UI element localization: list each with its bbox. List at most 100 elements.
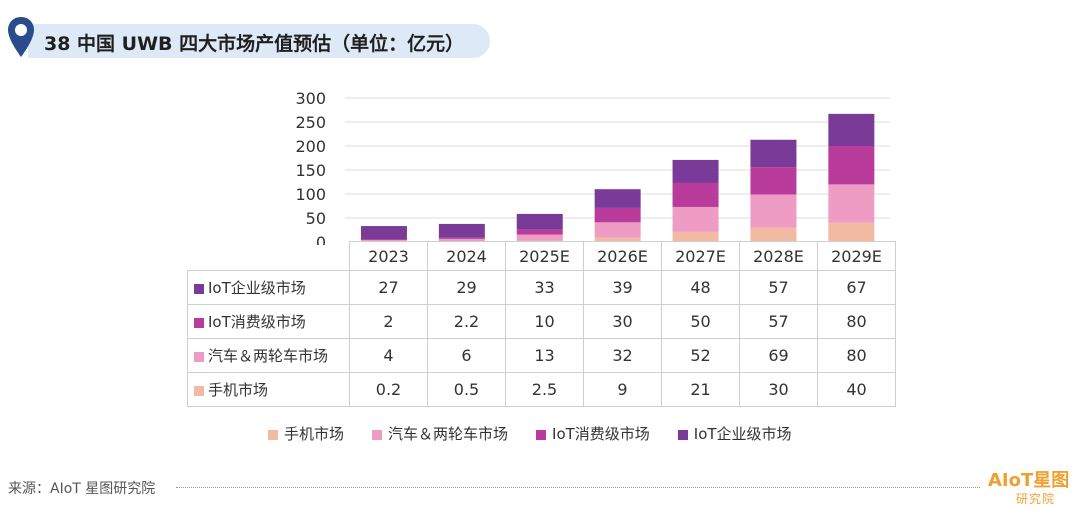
legend-item: 手机市场 [268, 423, 344, 444]
bar-segment [672, 182, 719, 207]
bar-segment [672, 159, 719, 183]
table-row: 手机市场 0.2 0.5 2.5 9 21 30 40 [187, 372, 896, 407]
series-swatch-icon [194, 317, 204, 328]
bar-segment [750, 139, 797, 168]
table-cell: 32 [583, 338, 662, 373]
table-category-header: 2029E [817, 241, 896, 271]
series-name: IoT企业级市场 [208, 279, 306, 297]
source-note: 来源：AIoT 星图研究院 [8, 481, 156, 497]
table-cell: 57 [739, 304, 818, 339]
table-row: IoT企业级市场 27 29 33 39 48 57 67 [187, 270, 896, 305]
chart-legend: 手机市场 汽车＆两轮车市场 IoT消费级市场 IoT企业级市场 [268, 423, 792, 444]
series-swatch-icon [194, 283, 204, 294]
table-cell: 33 [505, 270, 584, 305]
dotted-divider [176, 487, 980, 488]
location-pin-icon [8, 17, 34, 57]
bar-segment [594, 189, 641, 208]
table-cell: 48 [661, 270, 740, 305]
table-row-label: 手机市场 [187, 372, 350, 407]
legend-item: 汽车＆两轮车市场 [372, 423, 508, 444]
table-cell: 6 [427, 338, 506, 373]
series-swatch-icon [194, 351, 204, 362]
table-row-label: IoT消费级市场 [187, 304, 350, 339]
table-cell: 40 [817, 372, 896, 407]
bar-segment [360, 239, 407, 242]
table-category-header: 2028E [739, 241, 818, 271]
table-row: IoT消费级市场 2 2.2 10 30 50 57 80 [187, 304, 896, 339]
table-cell: 30 [583, 304, 662, 339]
bar-segment [516, 213, 563, 230]
table-cell: 0.2 [349, 372, 428, 407]
bar-segment [828, 146, 875, 185]
series-swatch-icon [194, 385, 204, 396]
y-tick-label: 300 [295, 89, 326, 108]
table-category-header: 2025E [505, 241, 584, 271]
legend-label: IoT消费级市场 [552, 425, 650, 443]
table-cell: 69 [739, 338, 818, 373]
table-category-header: 2024 [427, 241, 506, 271]
table-header-row: 2023 2024 2025E 2026E 2027E 2028E 2029E [187, 241, 896, 271]
y-tick-label: 0 [316, 233, 326, 245]
bar-segment [516, 234, 563, 241]
table-row-label: IoT企业级市场 [187, 270, 350, 305]
table-cell: 2 [349, 304, 428, 339]
table-cell: 80 [817, 338, 896, 373]
table-cell: 29 [427, 270, 506, 305]
bar-segment [594, 207, 641, 223]
table-cell: 9 [583, 372, 662, 407]
y-tick-label: 100 [295, 185, 326, 204]
bar-segment [438, 238, 485, 242]
table-cell: 10 [505, 304, 584, 339]
table-cell: 2.2 [427, 304, 506, 339]
table-category-header: 2026E [583, 241, 662, 271]
table-cell: 27 [349, 270, 428, 305]
y-tick-label: 200 [295, 137, 326, 156]
bar-segment [672, 231, 719, 242]
legend-swatch-icon [268, 429, 278, 440]
bar-segment [750, 227, 797, 242]
table-cell: 2.5 [505, 372, 584, 407]
table-cell: 4 [349, 338, 428, 373]
table-cell: 21 [661, 372, 740, 407]
legend-swatch-icon [372, 429, 383, 440]
bar-segment [438, 237, 485, 239]
table-cell: 67 [817, 270, 896, 305]
legend-item: IoT企业级市场 [677, 423, 792, 444]
bar-segment [594, 237, 641, 242]
table-category-header: 2027E [661, 241, 740, 271]
bar-segment [828, 184, 875, 223]
table-corner [187, 241, 350, 271]
chart-title: 38 中国 UWB 四大市场产值预估（单位：亿元） [44, 33, 465, 55]
bar-segment [828, 113, 875, 146]
bar-segment [360, 226, 407, 240]
table-cell: 80 [817, 304, 896, 339]
y-tick-label: 50 [306, 209, 326, 228]
table-row: 汽车＆两轮车市场 4 6 13 32 52 69 80 [187, 338, 896, 373]
data-table: 2023 2024 2025E 2026E 2027E 2028E 2029E IoT企业级… [187, 241, 896, 407]
table-category-header: 2023 [349, 241, 428, 271]
bar-segment [750, 167, 797, 195]
bar-segment [438, 223, 485, 238]
bar-segment [672, 206, 719, 232]
title-banner [28, 24, 490, 58]
legend-swatch-icon [677, 429, 688, 440]
legend-item: IoT消费级市场 [536, 423, 650, 444]
stacked-bar-chart: 300 250 200 150 100 50 0 [295, 89, 891, 245]
bar-segment [594, 222, 641, 238]
series-name: IoT消费级市场 [208, 313, 306, 331]
brand-logo: AIoT星图 [988, 470, 1070, 491]
series-name: 汽车＆两轮车市场 [208, 347, 329, 365]
table-cell: 39 [583, 270, 662, 305]
bar-segment [516, 229, 563, 235]
series-name: 手机市场 [208, 381, 269, 399]
y-tick-label: 150 [295, 161, 326, 180]
legend-label: IoT企业级市场 [693, 425, 792, 443]
table-cell: 57 [739, 270, 818, 305]
bar-segment [750, 194, 797, 228]
table-row-label: 汽车＆两轮车市场 [187, 338, 350, 373]
y-tick-label: 250 [295, 113, 326, 132]
table-cell: 13 [505, 338, 584, 373]
bar-segment [360, 239, 407, 240]
table-cell: 50 [661, 304, 740, 339]
bar-segment [828, 222, 875, 242]
